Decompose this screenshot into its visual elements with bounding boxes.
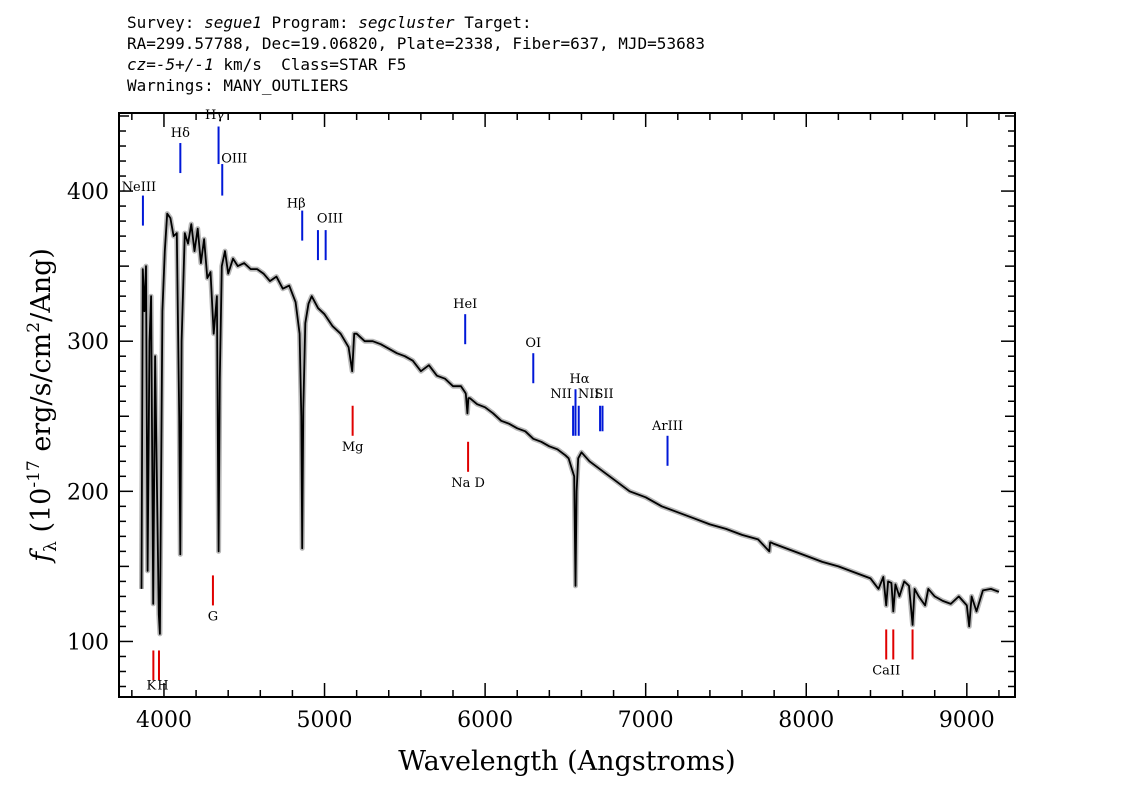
emission-line-label: SII	[594, 387, 613, 402]
emission-line-label: OI	[525, 336, 541, 351]
emission-line-label: NII	[578, 387, 600, 402]
absorption-line-label: Mg	[342, 440, 364, 455]
header-line-3: cz=-5+/-1 km/s Class=STAR F5	[127, 55, 407, 74]
header-line-2: RA=299.57788, Dec=19.06820, Plate=2338, …	[127, 34, 705, 53]
y-axis-label: fλ (10-17 erg/s/cm2/Ang)	[24, 248, 61, 564]
spectrum-line	[140, 212, 1000, 635]
y-tick-label: 200	[67, 480, 109, 505]
y-tick-label: 100	[67, 630, 109, 655]
absorption-line-label: H	[157, 678, 168, 693]
emission-line-label: OIII	[317, 212, 343, 227]
emission-line-label: Hδ	[171, 126, 190, 141]
emission-line-label: Hα	[569, 372, 589, 387]
series-group	[139, 211, 1000, 637]
emission-line-label: NII	[550, 387, 572, 402]
x-tick-label: 7000	[618, 708, 674, 733]
header-line-1: Survey: segue1 Program: segcluster Targe…	[127, 13, 532, 32]
header-line-4: Warnings: MANY_OUTLIERS	[127, 76, 349, 95]
emission-line-label: HeI	[453, 297, 477, 312]
x-tick-label: 4000	[136, 708, 192, 733]
emission-line-label: OIII	[221, 152, 247, 167]
emission-line-label: ArIII	[651, 419, 683, 434]
x-axis-label: Wavelength (Angstroms)	[398, 746, 735, 777]
x-tick-label: 9000	[939, 708, 995, 733]
y-tick-label: 300	[67, 330, 109, 355]
emission-line-label: NeIII	[122, 180, 156, 195]
emission-line-label: Hβ	[287, 197, 306, 212]
x-tick-label: 5000	[297, 708, 353, 733]
y-tick-label: 400	[67, 180, 109, 205]
plot-frame	[118, 112, 1016, 698]
x-tick-label: 6000	[457, 708, 513, 733]
y-axis: 100 200 300 400	[67, 115, 1015, 688]
error-band	[139, 211, 1000, 637]
absorption-line-label: G	[208, 609, 218, 624]
absorption-line-label: K	[147, 678, 157, 693]
emission-line-label: Hγ	[205, 108, 224, 123]
absorption-line-label: Na D	[451, 476, 485, 491]
spectrum-header: Survey: segue1 Program: segcluster Targe…	[127, 12, 705, 96]
spectral-line-markers: NeIIIHδHγOIIIHβOIIIHeIOINIIHαNIISIIArIII…	[122, 108, 914, 693]
x-axis: 4000 5000 6000 7000 8000 9000	[131, 113, 1000, 733]
absorption-line-label: CaII	[872, 663, 900, 678]
x-tick-label: 8000	[778, 708, 834, 733]
